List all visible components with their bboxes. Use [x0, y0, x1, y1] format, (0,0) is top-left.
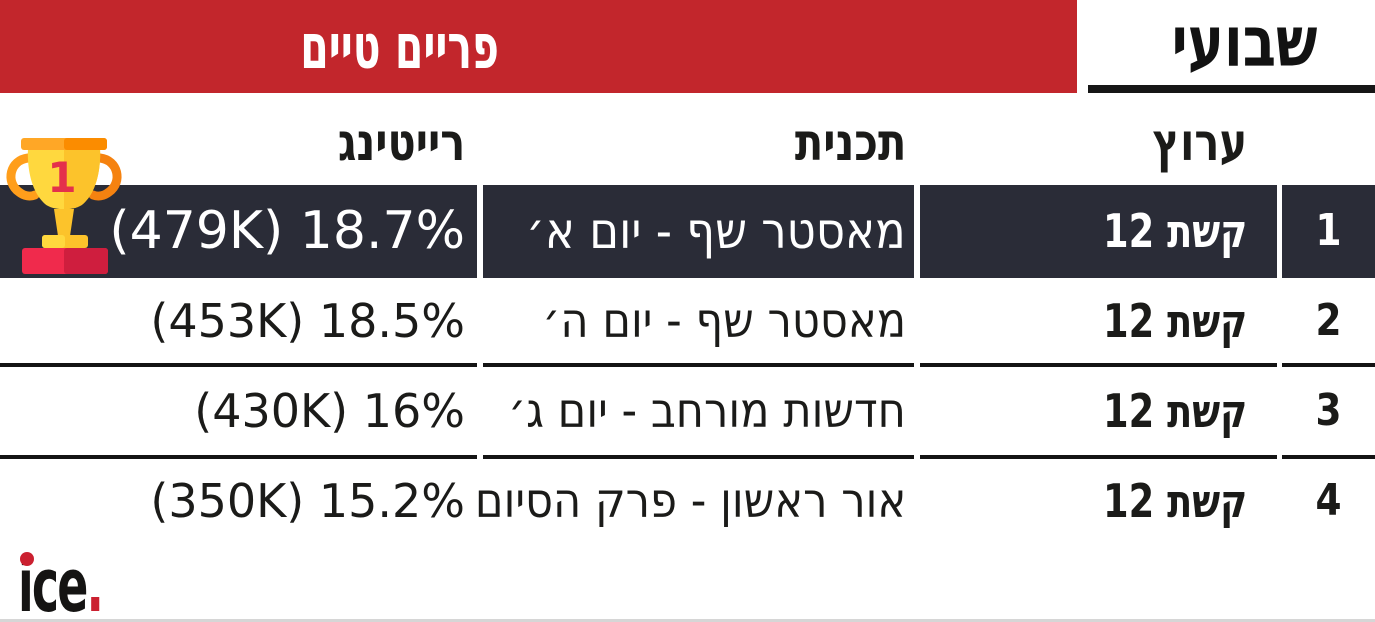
table-row-4-channel: קשת 12: [1102, 474, 1247, 528]
table-row-4-program: אור ראשון - פרק הסיום: [474, 473, 906, 529]
table-row-2-program: מאסטר שף - יום ה׳: [542, 293, 906, 349]
period-label: שבועי: [1172, 1, 1318, 83]
row-divider: [1282, 455, 1375, 459]
ice-logo-period: .: [86, 543, 103, 622]
first-place-trophy-icon: 1: [2, 136, 126, 276]
row1-rank-cell-bg: [1282, 185, 1375, 278]
row-divider: [920, 363, 1277, 367]
table-row-4-rating: (350K) 15.2%: [150, 474, 465, 528]
table-row-3-program: חדשות מורחב - יום ג׳: [508, 383, 906, 439]
table-row-1-program: מאסטר שף - יום א׳: [526, 202, 906, 260]
table-row-1-channel: קשת 12: [1102, 204, 1247, 258]
table-row-3-rank: 3: [1315, 385, 1342, 436]
table-row-1-rating: (479K) 18.7%: [109, 201, 465, 261]
column-header-channel: ערוץ: [1152, 113, 1247, 173]
table-row-1-rank: 1: [1315, 205, 1342, 256]
table-row-4-rank: 4: [1315, 475, 1342, 526]
table-row-3-channel: קשת 12: [1102, 384, 1247, 438]
row1-channel-cell-bg: [920, 185, 1277, 278]
row1-program-cell-bg: [483, 185, 914, 278]
trophy-place-number: 1: [47, 153, 76, 202]
ice-logo-dot-icon: [20, 552, 34, 566]
page-title: פריים טיים: [300, 10, 500, 83]
row-divider: [920, 455, 1277, 459]
column-header-program: תכנית: [794, 113, 907, 173]
row-divider: [0, 455, 477, 459]
table-row-2-rating: (453K) 18.5%: [150, 294, 465, 348]
row-divider: [1282, 363, 1375, 367]
row-divider: [483, 455, 914, 459]
row-divider: [0, 363, 477, 367]
column-header-rating: רייטינג: [337, 113, 465, 173]
banner-title-box: פריים טיים: [0, 0, 800, 93]
period-underline: [1088, 85, 1375, 93]
bottom-edge-line: [0, 619, 1375, 622]
table-row-2-channel: קשת 12: [1102, 294, 1247, 348]
table-row-3-rating: (430K) 16%: [194, 384, 465, 438]
table-row-2-rank: 2: [1315, 295, 1342, 346]
banner: [0, 0, 1077, 93]
ice-logo: ice.: [18, 549, 148, 622]
period-box: שבועי: [1115, 0, 1375, 84]
row-divider: [483, 363, 914, 367]
